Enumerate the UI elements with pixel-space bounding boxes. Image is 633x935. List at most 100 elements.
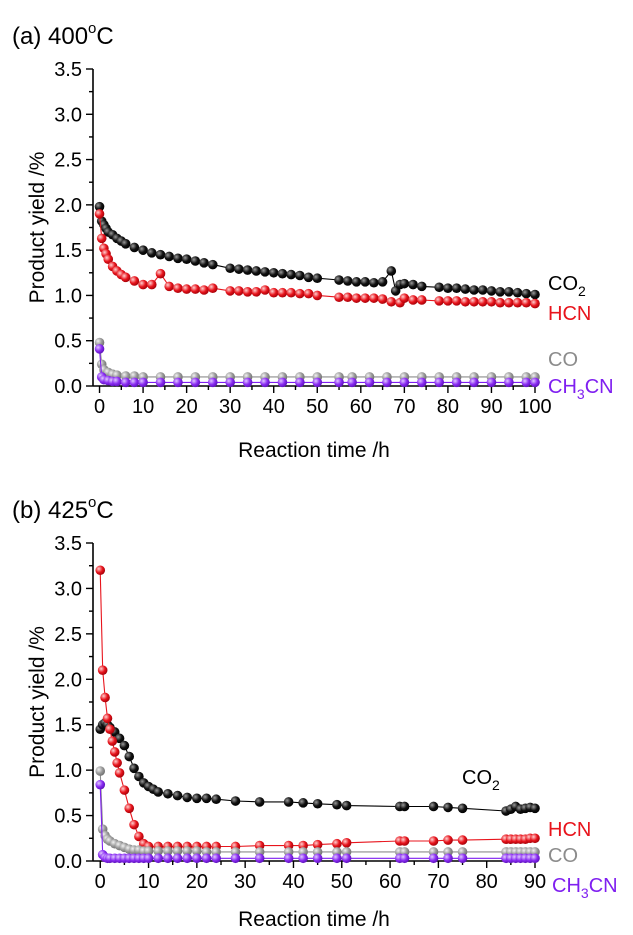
data-point-HCN: [124, 803, 135, 814]
data-point-HCN: [251, 287, 262, 297]
data-point-CO: [163, 846, 173, 856]
y-tick-label: 2.0: [54, 669, 82, 691]
data-point-CO2: [399, 801, 410, 812]
data-point-CO2: [190, 256, 201, 266]
y-tick-label: 2.0: [54, 195, 82, 217]
data-point-CO2: [521, 288, 532, 299]
x-tick-label: 40: [282, 871, 304, 893]
data-point-CH3CN: [521, 377, 532, 388]
data-point-HCN: [225, 286, 235, 296]
data-point-HCN: [96, 233, 107, 244]
data-point-CO2: [530, 803, 540, 814]
data-point-CO2: [172, 790, 183, 801]
x-tick-label: 80: [476, 871, 498, 893]
data-point-CO2: [120, 239, 131, 249]
data-point-HCN: [460, 296, 471, 307]
data-point-CH3CN: [399, 853, 410, 864]
data-point-CO2: [129, 763, 139, 774]
data-point-HCN: [303, 288, 314, 299]
data-point-CH3CN: [434, 377, 444, 388]
data-point-CH3CN: [163, 853, 173, 864]
series-label-CO: CO: [548, 349, 578, 371]
data-point-CH3CN: [120, 377, 131, 388]
series-line-CO: [98, 342, 535, 378]
x-tick-label: 100: [518, 396, 551, 418]
data-point-HCN: [105, 724, 115, 735]
data-point-CH3CN: [451, 377, 462, 388]
series-CO: [95, 766, 540, 857]
data-point-CO2: [341, 800, 352, 811]
data-point-HCN: [477, 296, 488, 307]
data-point-CO2: [199, 258, 209, 268]
data-point-CO2: [457, 803, 468, 814]
data-point-CO2: [251, 266, 262, 276]
data-point-CH3CN: [192, 853, 202, 864]
data-point-CH3CN: [298, 853, 308, 864]
data-point-CO2: [129, 242, 140, 253]
data-point-CO2: [342, 276, 353, 286]
data-point-CH3CN: [225, 377, 235, 388]
data-point-HCN: [155, 268, 166, 279]
x-tick-label: 70: [427, 871, 449, 893]
series-label-CO2: CO2: [462, 767, 500, 793]
data-point-HCN: [512, 297, 523, 308]
data-point-CH3CN: [230, 853, 241, 864]
data-point-HCN: [129, 276, 140, 286]
data-point-HCN: [109, 747, 120, 757]
data-point-CO2: [94, 201, 105, 212]
data-point-CH3CN: [95, 779, 106, 790]
data-point-CH3CN: [242, 377, 253, 388]
data-point-HCN: [207, 283, 218, 293]
data-point-HCN: [369, 293, 379, 303]
data-point-CH3CN: [382, 377, 392, 388]
data-point-CO2: [254, 797, 265, 807]
data-point-HCN: [134, 831, 144, 842]
data-point-HCN: [312, 290, 323, 301]
data-point-CO2: [377, 277, 388, 287]
data-point-HCN: [377, 294, 388, 304]
data-point-HCN: [399, 836, 410, 846]
chart-title: (b) 425oC: [12, 494, 114, 524]
data-point-CH3CN: [207, 377, 218, 388]
chart-title: (a) 400oC: [12, 20, 114, 50]
series-HCN: [94, 209, 540, 309]
data-point-CH3CN: [129, 377, 140, 388]
y-tick-label: 2.5: [54, 150, 82, 172]
data-point-HCN: [451, 296, 462, 306]
data-point-HCN: [351, 293, 362, 303]
y-axis-label: Product yield /%: [26, 626, 49, 778]
data-point-CO2: [260, 267, 270, 277]
data-point-HCN: [443, 296, 453, 306]
x-tick-label: 30: [234, 871, 256, 893]
data-point-CH3CN: [469, 377, 479, 388]
data-point-CO2: [286, 269, 296, 280]
data-point-CO: [153, 846, 164, 856]
data-point-HCN: [129, 819, 139, 830]
series-CH3CN: [95, 779, 540, 864]
data-point-CO2: [146, 248, 157, 258]
data-point-CH3CN: [364, 377, 375, 388]
data-point-HCN: [428, 836, 439, 846]
y-tick-label: 0.0: [54, 851, 82, 873]
x-tick-label: 90: [524, 871, 546, 893]
data-point-CH3CN: [416, 377, 427, 388]
data-point-CH3CN: [504, 377, 514, 388]
data-point-HCN: [457, 835, 468, 845]
data-point-CO2: [298, 798, 308, 808]
data-point-HCN: [94, 209, 105, 219]
y-tick-label: 0.5: [54, 331, 82, 353]
data-point-HCN: [286, 287, 296, 298]
data-point-CO: [172, 846, 183, 856]
y-tick-label: 1.0: [54, 285, 82, 307]
data-point-CO2: [155, 249, 166, 260]
data-point-CO2: [399, 278, 410, 289]
data-point-HCN: [260, 285, 270, 295]
data-point-CO2: [312, 798, 323, 809]
data-point-CO2: [182, 792, 192, 803]
series-label-CH3CN: CH3CN: [548, 376, 614, 402]
data-point-CO2: [495, 287, 505, 297]
data-point-CO2: [124, 751, 135, 762]
data-point-CH3CN: [399, 377, 410, 388]
series-label-CH3CN: CH3CN: [552, 875, 618, 901]
data-point-CO2: [386, 266, 397, 276]
